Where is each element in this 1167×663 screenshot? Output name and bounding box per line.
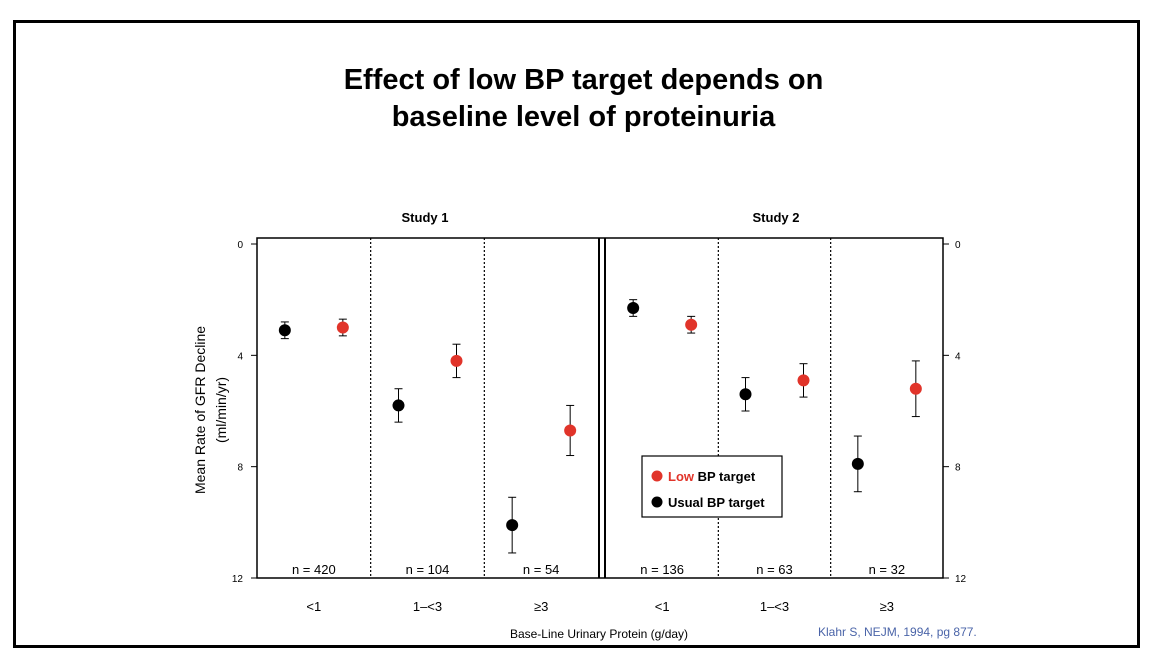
data-point-usual [392, 399, 405, 412]
y-axis-label: Mean Rate of GFR Decline (ml/min/yr) [192, 326, 229, 494]
data-point-low [450, 354, 463, 367]
x-tick-label: 1–<3 [760, 599, 789, 614]
legend-label-prefix: Low [668, 469, 695, 484]
sample-size-label: n = 63 [756, 562, 793, 577]
y-tick-label-left: 0 [237, 240, 243, 251]
title-line-1: Effect of low BP target depends on [343, 64, 824, 96]
slide-frame [13, 20, 1140, 648]
data-point-low [336, 321, 349, 334]
y-tick-label-left: 4 [237, 351, 243, 362]
legend-label-usual: Usual BP target [668, 495, 765, 510]
y-tick-label-right: 12 [955, 574, 967, 585]
data-point-low [909, 382, 922, 395]
data-point-usual [851, 457, 864, 470]
x-tick-label: 1–<3 [413, 599, 442, 614]
data-point-usual [278, 324, 291, 337]
data-point-usual [739, 388, 752, 401]
legend-label-suffix: BP target [703, 495, 765, 510]
x-tick-label: <1 [655, 599, 670, 614]
data-point-usual [506, 519, 519, 532]
legend-marker-low [651, 470, 663, 482]
x-tick-label: <1 [306, 599, 321, 614]
legend-box [641, 455, 783, 518]
y-tick-label-right: 4 [955, 351, 961, 362]
data-point-usual [627, 302, 640, 315]
sample-size-label: n = 136 [640, 562, 684, 577]
data-point-low [685, 318, 698, 331]
sample-size-label: n = 420 [292, 562, 336, 577]
slide-title: Effect of low BP target depends on basel… [0, 62, 1167, 136]
study-title: Study 1 [402, 210, 449, 225]
y-tick-label-left: 12 [232, 574, 244, 585]
sample-size-label: n = 32 [869, 562, 906, 577]
y-tick-label-right: 0 [955, 240, 961, 251]
title-line-2: baseline level of proteinuria [391, 101, 776, 133]
data-point-low [797, 374, 810, 387]
y-tick-label-right: 8 [955, 463, 961, 474]
legend-marker-usual [651, 496, 663, 508]
legend-label-suffix: BP target [694, 469, 756, 484]
x-axis-label: Base-Line Urinary Protein (g/day) [510, 627, 688, 641]
x-tick-label: ≥3 [534, 599, 548, 614]
sample-size-label: n = 104 [406, 562, 450, 577]
x-tick-label: ≥3 [880, 599, 894, 614]
y-axis-label-line: (ml/min/yr) [213, 377, 229, 443]
y-axis-label-line: Mean Rate of GFR Decline [192, 326, 208, 494]
y-tick-label-left: 8 [237, 463, 243, 474]
data-point-low [564, 424, 577, 437]
citation-credit: Klahr S, NEJM, 1994, pg 877. [818, 625, 977, 639]
legend-label-prefix: Usual [668, 495, 703, 510]
legend-label-low: Low BP target [668, 469, 756, 484]
sample-size-label: n = 54 [523, 562, 560, 577]
study-title: Study 2 [753, 210, 800, 225]
